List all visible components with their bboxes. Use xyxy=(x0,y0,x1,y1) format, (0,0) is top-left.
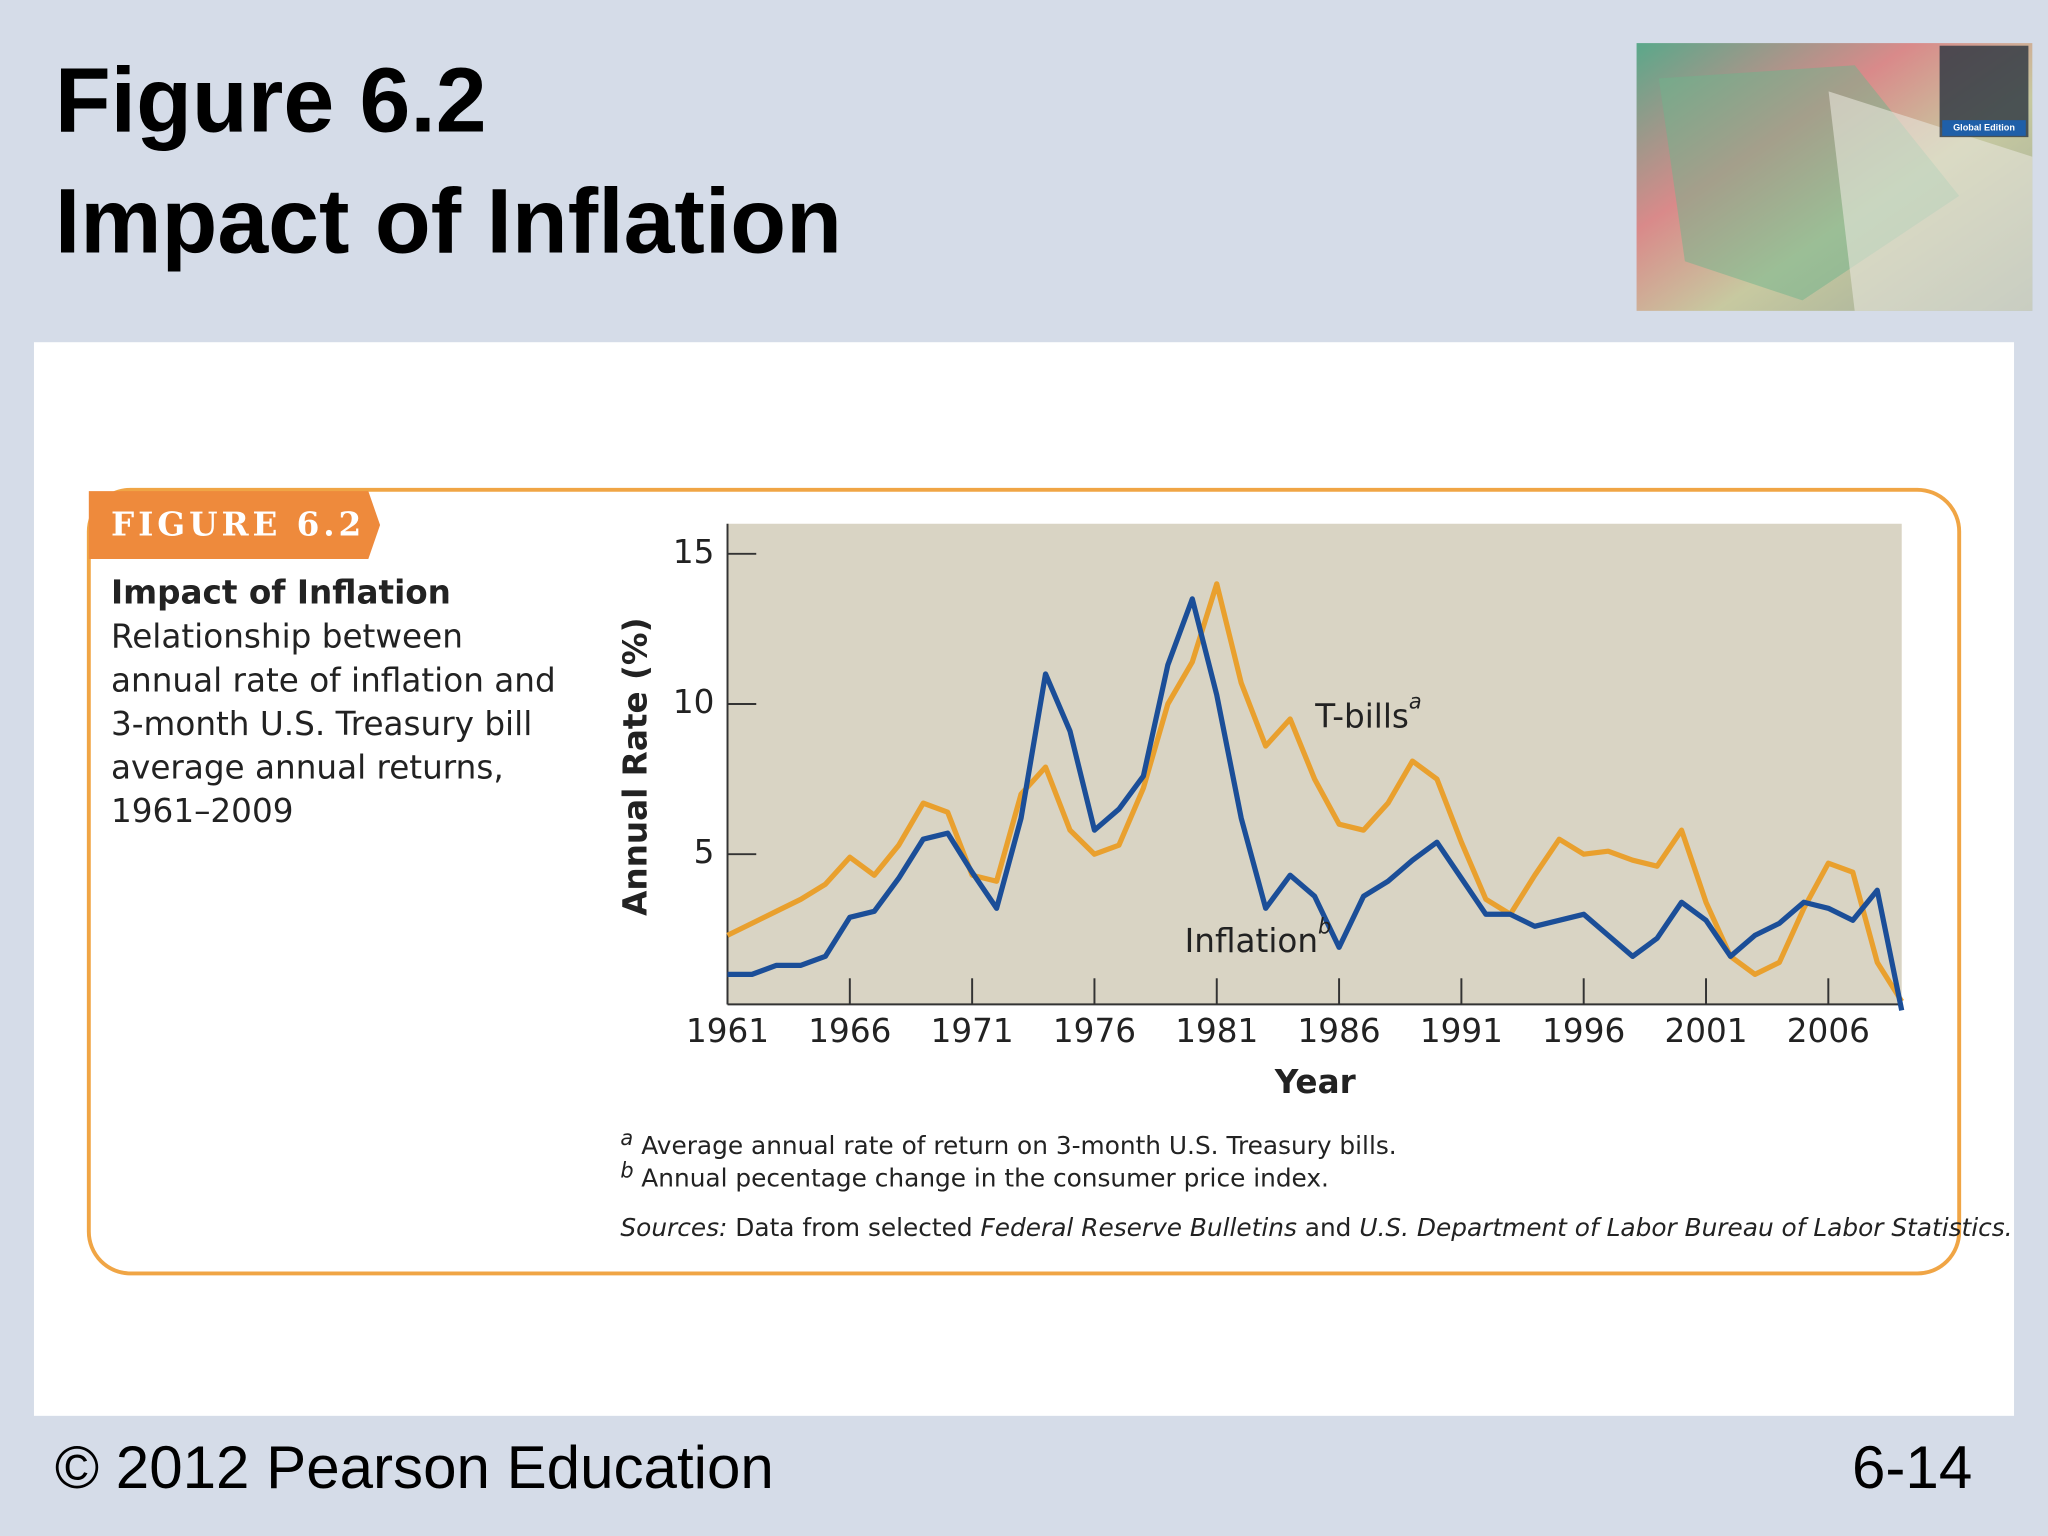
cover-shape xyxy=(1828,91,2033,311)
slide-title: Impact of Inflation xyxy=(55,171,842,273)
series-label: Inflationb xyxy=(1185,914,1332,960)
x-tick-label: 1971 xyxy=(931,1012,1014,1050)
x-tick-label: 1991 xyxy=(1420,1012,1503,1050)
footnote-text: Average annual rate of return on 3-month… xyxy=(641,1131,1396,1160)
sources-part: Data from selected xyxy=(727,1213,980,1242)
footnote-mark: b xyxy=(620,1159,633,1183)
slide-number: 6-14 xyxy=(1852,1434,1972,1501)
x-tick-label: 1996 xyxy=(1542,1012,1625,1050)
cover-badge xyxy=(1942,120,2026,136)
x-tick-label: 1986 xyxy=(1298,1012,1381,1050)
series-line xyxy=(726,581,1904,1003)
series-name: T-bills xyxy=(1314,697,1409,735)
x-tick-label: 2006 xyxy=(1787,1012,1870,1050)
footnotes: a Average annual rate of return on 3-mont… xyxy=(620,1126,1396,1192)
sources-part: and xyxy=(1297,1213,1359,1242)
sources-part: U.S. Department of Labor Bureau of Labor… xyxy=(1359,1213,2012,1242)
figure-description: Relationship between annual rate of infla… xyxy=(111,618,556,830)
series-name: Inflation xyxy=(1185,922,1318,960)
x-tick-label: 1981 xyxy=(1175,1012,1258,1050)
footnote-mark: a xyxy=(620,1126,633,1150)
sources-part: Federal Reserve Bulletins xyxy=(981,1213,1297,1242)
series-superscript: a xyxy=(1409,690,1422,714)
series-label: T-billsa xyxy=(1314,690,1421,736)
series-superscript: b xyxy=(1318,914,1331,938)
figure-badge xyxy=(88,491,381,560)
cover-image: Global Edition xyxy=(1636,43,2033,311)
x-axis-label: Year xyxy=(1274,1063,1356,1101)
description-line: annual rate of inflation and xyxy=(111,661,556,699)
footnote-text: Annual pecentage change in the consumer … xyxy=(641,1163,1329,1192)
description-line: average annual returns, xyxy=(111,749,504,787)
footer-copyright: © 2012 Pearson Education xyxy=(55,1434,774,1501)
figure-badge-text: FIGURE 6.2 xyxy=(111,504,365,543)
y-axis-label: Annual Rate (%) xyxy=(616,618,654,916)
y-tick-label: 15 xyxy=(673,533,715,571)
series-line xyxy=(727,596,1905,1011)
x-tick-label: 2001 xyxy=(1664,1012,1747,1050)
sources-part: Sources: xyxy=(620,1213,727,1242)
slide-title: Figure 6.2 xyxy=(55,49,487,151)
sources: Sources: Data from selected Federal Rese… xyxy=(620,1213,2012,1242)
y-tick-label: 5 xyxy=(694,833,715,871)
cover-caption: Global Edition xyxy=(1953,122,2015,132)
description-line: 1961–2009 xyxy=(111,792,293,830)
figure-frame xyxy=(86,487,1962,1276)
x-tick-label: 1976 xyxy=(1053,1012,1136,1050)
chart: 5 10 15 1961 1966 1971 1976 1981 1986 1991 1996 200… xyxy=(673,523,1905,1050)
description-line: 3-month U.S. Treasury bill xyxy=(111,705,532,743)
y-tick-label: 10 xyxy=(673,683,715,721)
description-line: Relationship between xyxy=(111,618,463,656)
x-tick-label: 1961 xyxy=(686,1012,769,1050)
figure-heading: Impact of Inflation xyxy=(111,573,451,611)
x-tick-label: 1966 xyxy=(808,1012,891,1050)
